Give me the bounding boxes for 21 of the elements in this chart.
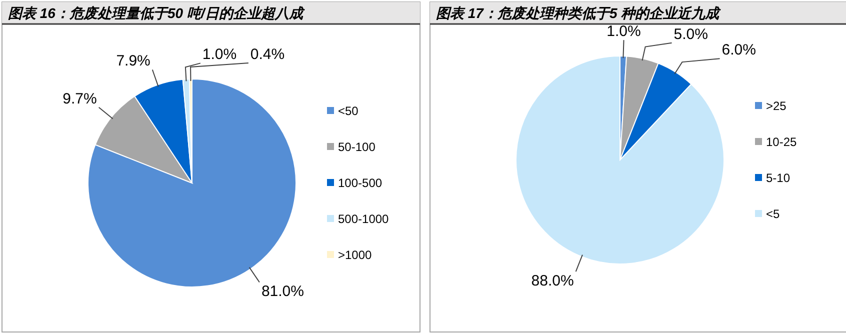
data-label: 5.0%	[674, 26, 708, 43]
legend-label: >25	[766, 99, 787, 113]
data-label: 0.4%	[250, 46, 285, 64]
legend-label: <50	[338, 104, 359, 118]
legend-label: >1000	[338, 248, 372, 262]
legend-label: 5-10	[766, 171, 790, 185]
data-label: 1.0%	[202, 46, 237, 64]
pie-slice	[516, 56, 724, 264]
legend-label: <5	[766, 207, 780, 221]
legend-label: 10-25	[766, 135, 798, 149]
legend-label: 50-100	[338, 140, 376, 154]
data-label: 7.9%	[116, 52, 150, 70]
chart-title: 图表 16：危废处理量低于50 吨/日的企业超八成	[8, 5, 305, 21]
data-label: 1.0%	[606, 23, 641, 40]
chart-title: 图表 17：危废处理种类低于5 种的企业近九成	[436, 5, 722, 21]
legend-label: 100-500	[338, 176, 382, 190]
data-label: 88.0%	[531, 272, 574, 290]
data-label: 9.7%	[62, 90, 97, 108]
data-label: 81.0%	[261, 283, 304, 300]
legend-label: 500-1000	[338, 212, 390, 226]
data-label: 6.0%	[722, 42, 756, 59]
